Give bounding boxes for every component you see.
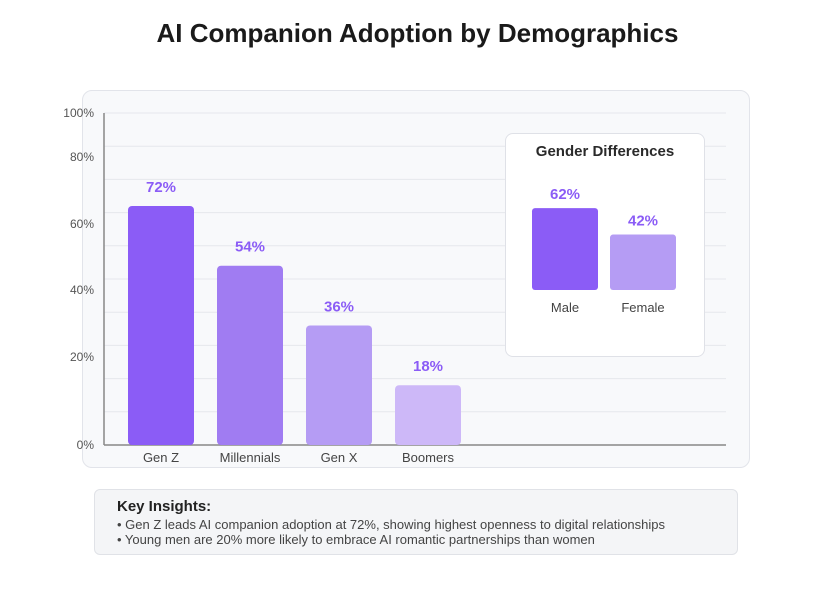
y-tick-label: 20% xyxy=(70,350,94,364)
bar-value-label: 54% xyxy=(235,239,265,256)
bar xyxy=(128,205,194,445)
gender-chart: 62% Male 42% Female xyxy=(532,186,676,315)
chart-title: AI Companion Adoption by Demographics xyxy=(156,18,679,48)
bar-value-label: 18% xyxy=(413,358,443,375)
bar xyxy=(306,325,372,445)
category-label: Boomers xyxy=(402,450,455,465)
y-tick-labels: 0% 20% 40% 60% 80% 100% xyxy=(63,106,94,452)
gender-category-label: Female xyxy=(621,300,664,315)
y-tick-label: 100% xyxy=(63,106,94,120)
bar-value-label: 72% xyxy=(146,179,176,196)
gender-differences-panel: Gender Differences 62% Male 42% Female xyxy=(505,133,705,357)
gender-category-label: Male xyxy=(551,300,579,315)
y-tick-label: 0% xyxy=(77,438,95,452)
y-tick-label: 40% xyxy=(70,283,94,297)
value-labels: 72% 54% 36% 18% xyxy=(146,179,443,375)
bar xyxy=(395,385,461,445)
category-label: Gen X xyxy=(321,450,358,465)
gender-value-label: 42% xyxy=(628,213,658,230)
bar xyxy=(217,265,283,445)
insight-line: • Young men are 20% more likely to embra… xyxy=(117,532,595,547)
gender-bar xyxy=(532,208,598,290)
key-insights-box: Key Insights: • Gen Z leads AI companion… xyxy=(94,489,738,555)
inset-title: Gender Differences xyxy=(535,143,675,160)
y-tick-label: 80% xyxy=(70,150,94,164)
category-label: Millennials xyxy=(220,450,281,465)
y-tick-label: 60% xyxy=(70,217,94,231)
insight-line: • Gen Z leads AI companion adoption at 7… xyxy=(117,517,666,532)
bars xyxy=(128,205,461,445)
insights-title: Key Insights: xyxy=(117,498,212,515)
category-label: Gen Z xyxy=(143,450,179,465)
gender-value-label: 62% xyxy=(550,186,580,203)
gender-bar xyxy=(610,234,676,290)
bar-value-label: 36% xyxy=(324,298,354,315)
category-labels: Gen Z Millennials Gen X Boomers xyxy=(143,450,455,465)
